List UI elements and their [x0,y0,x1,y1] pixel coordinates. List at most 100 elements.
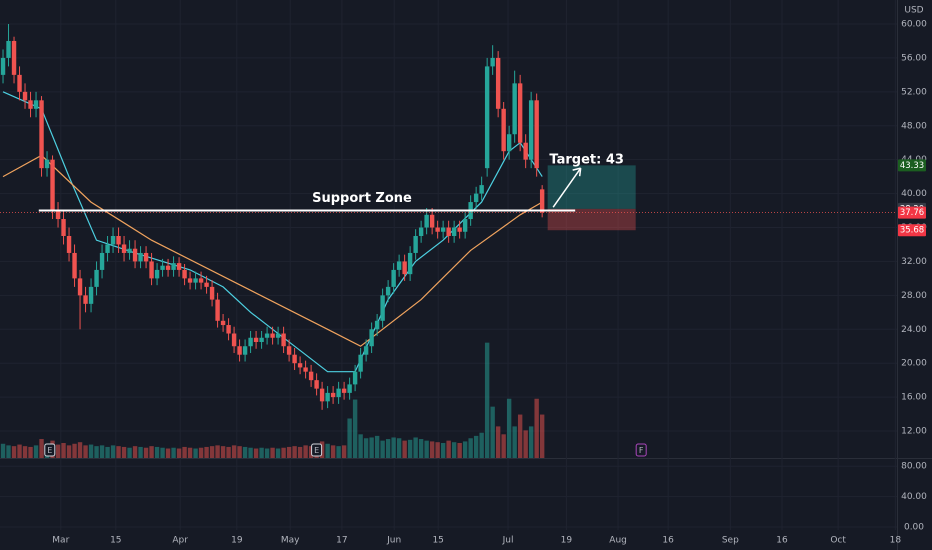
x-tick-label: 19 [561,536,573,546]
candle-body [462,219,468,232]
volume-bar [39,439,44,458]
x-tick-label: 15 [432,536,443,546]
candle-body [237,346,242,355]
volume-bar [182,446,187,458]
candle-body [374,320,380,330]
volume-bar [116,446,121,458]
candle-body [22,91,28,101]
candle-body [270,333,275,338]
volume-bar [72,443,77,458]
y-tick-label: 20.00 [901,359,927,369]
candle-body [385,286,391,296]
volume-bar [61,442,66,458]
candle-body [418,227,424,236]
candle-body [248,337,253,347]
candle-body [149,261,154,279]
x-tick-label: Jun [386,536,401,546]
candle-body [325,392,330,402]
volume-bar [358,434,363,458]
candle-body [275,333,281,338]
volume-bar [363,438,369,458]
candle-body [187,278,193,283]
volume-bar [325,443,330,458]
candle-body [292,354,297,364]
candle-body [479,185,484,194]
volume-bar [330,445,336,458]
volume-bar [429,441,435,458]
x-tick-label: Jul [502,536,514,546]
volume-bar [380,440,385,458]
volume-bar [28,446,33,458]
volume-bar [193,448,198,458]
volume-bar [231,445,237,458]
candle-body [138,252,143,262]
arrow [552,167,582,208]
candle-body [242,346,248,355]
price-label: 35.68 [900,226,924,236]
candle-body [231,333,237,347]
volume-bar [77,442,83,458]
volume-bar [275,448,281,458]
candle-body [512,83,517,135]
annotation: Target: 43 [549,153,624,168]
candle-body [193,278,198,283]
candle-body [484,66,490,169]
volume-bar [105,446,110,458]
volume-bar [248,447,253,458]
candle-body [297,363,303,368]
candle-body [6,40,11,58]
candle-body [380,295,385,321]
volume-bar [479,432,484,458]
volume-bar [297,446,303,458]
volume-bar [407,439,413,458]
candle-body [39,100,44,169]
candle-body [517,83,523,143]
volume-bar [319,441,325,458]
candle-body [358,354,363,372]
candle-body [523,142,528,160]
volume-bar [495,426,501,458]
volume-bar [391,437,396,458]
event-label: E [314,446,319,455]
volume-bar [143,447,149,458]
volume-bar [501,434,506,458]
volume-bar [215,445,220,458]
candle-body [396,261,402,270]
candle-body [11,40,17,75]
candle-body [363,346,369,355]
candle-body [176,263,182,270]
candle-body [110,235,116,245]
x-tick-label: Oct [830,536,846,546]
candle-body [198,278,204,283]
price-label-box [898,206,926,219]
candle-body [88,286,94,304]
volume-bar [308,446,314,458]
volume-bar [341,445,347,458]
candle-body [17,74,22,92]
candle-body [55,210,61,220]
y-tick-label: 28.00 [901,291,927,301]
candle-body [83,295,88,304]
x-tick-label: 17 [336,536,347,546]
candle-body [402,261,407,275]
volume-bar [209,446,215,458]
volume-bar [127,447,132,458]
candle-body [220,320,226,326]
volume-bar [446,440,451,458]
candle-body [209,286,215,300]
volume-bar [413,437,418,458]
volume-bar [402,440,407,458]
x-tick-label: 18 [890,536,902,546]
candle-body [121,244,127,253]
volume-bar [528,426,534,458]
y-tick-label: 40.00 [901,189,927,199]
candle-body [127,248,132,253]
candle-body [226,325,231,334]
candle-body [132,248,138,262]
price-label-box [898,159,926,172]
volume-bar [149,446,154,458]
candle-body [501,108,506,152]
volume-bar [523,430,528,458]
candle-body [495,57,501,109]
volume-bar [473,435,479,458]
